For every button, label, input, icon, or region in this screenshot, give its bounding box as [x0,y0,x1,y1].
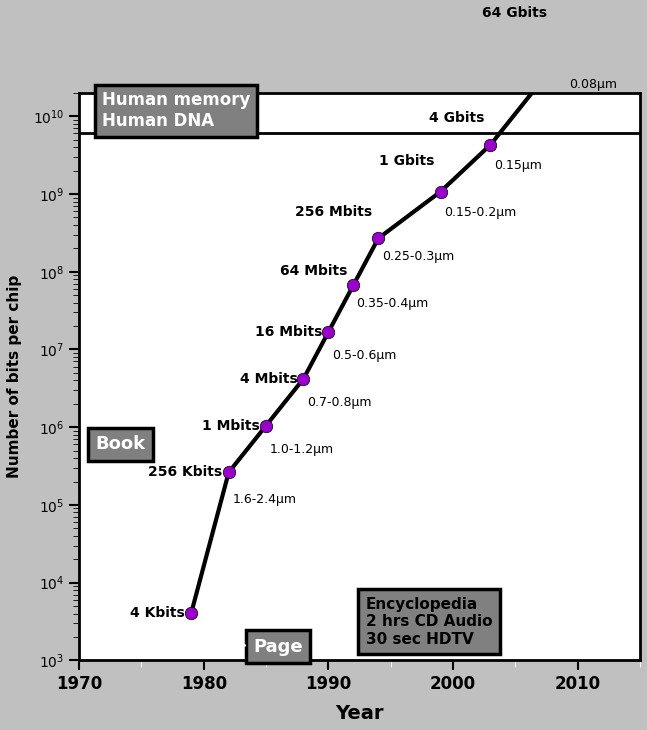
Text: Encyclopedia
2 hrs CD Audio
30 sec HDTV: Encyclopedia 2 hrs CD Audio 30 sec HDTV [366,597,492,647]
Text: 0.15μm: 0.15μm [494,159,542,172]
Text: 4 Gbits: 4 Gbits [429,111,484,125]
Text: 4 Mbits: 4 Mbits [239,372,297,385]
Text: Page: Page [254,638,303,656]
Text: 256 Mbits: 256 Mbits [295,204,372,218]
Text: Human memory
Human DNA: Human memory Human DNA [102,91,250,130]
Text: 4 Kbits: 4 Kbits [130,606,185,620]
Text: 256 Kbits: 256 Kbits [148,465,223,480]
Text: 1 Mbits: 1 Mbits [202,418,260,433]
Text: 0.7-0.8μm: 0.7-0.8μm [307,396,372,409]
Text: 1.0-1.2μm: 1.0-1.2μm [270,443,334,456]
Y-axis label: Number of bits per chip: Number of bits per chip [7,275,22,478]
Text: 64 Mbits: 64 Mbits [280,264,347,278]
Text: 0.5-0.6μm: 0.5-0.6μm [332,349,397,362]
Text: 64 Gbits: 64 Gbits [481,7,547,20]
X-axis label: Year: Year [335,704,384,723]
Text: 0.25-0.3μm: 0.25-0.3μm [382,250,454,264]
Text: 16 Mbits: 16 Mbits [255,325,322,339]
Text: 0.08μm: 0.08μm [569,78,617,91]
Text: 1 Gbits: 1 Gbits [379,154,434,168]
Text: Book: Book [95,435,146,453]
Text: 0.35-0.4μm: 0.35-0.4μm [356,297,428,310]
Text: 0.15-0.2μm: 0.15-0.2μm [444,206,516,219]
Text: 1.6-2.4μm: 1.6-2.4μm [232,493,296,506]
